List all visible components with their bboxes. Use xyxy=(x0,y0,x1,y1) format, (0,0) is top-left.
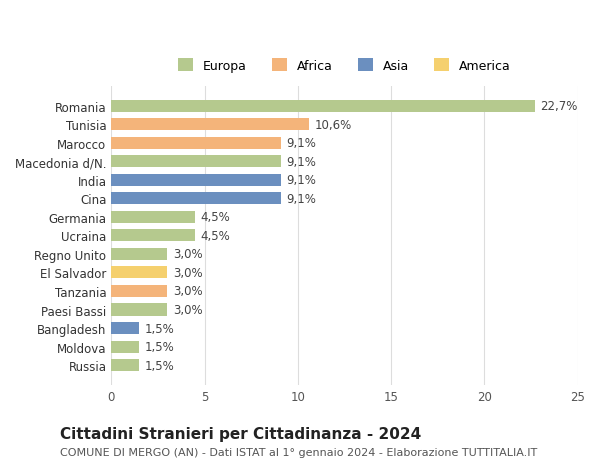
Text: 1,5%: 1,5% xyxy=(145,322,175,335)
Text: COMUNE DI MERGO (AN) - Dati ISTAT al 1° gennaio 2024 - Elaborazione TUTTITALIA.I: COMUNE DI MERGO (AN) - Dati ISTAT al 1° … xyxy=(60,447,537,457)
Bar xyxy=(112,193,281,205)
Text: 4,5%: 4,5% xyxy=(201,211,230,224)
Text: 3,0%: 3,0% xyxy=(173,285,203,298)
Bar xyxy=(112,174,281,186)
Bar xyxy=(112,156,281,168)
Text: 10,6%: 10,6% xyxy=(314,118,352,131)
Bar xyxy=(112,359,139,371)
Text: 9,1%: 9,1% xyxy=(287,174,317,187)
Bar xyxy=(112,322,139,334)
Text: Cittadini Stranieri per Cittadinanza - 2024: Cittadini Stranieri per Cittadinanza - 2… xyxy=(60,425,421,441)
Bar xyxy=(112,304,167,316)
Text: 3,0%: 3,0% xyxy=(173,303,203,316)
Bar xyxy=(112,101,535,112)
Text: 9,1%: 9,1% xyxy=(287,192,317,205)
Text: 4,5%: 4,5% xyxy=(201,230,230,242)
Text: 9,1%: 9,1% xyxy=(287,137,317,150)
Bar xyxy=(112,230,195,242)
Bar xyxy=(112,285,167,297)
Text: 3,0%: 3,0% xyxy=(173,266,203,280)
Bar xyxy=(112,248,167,260)
Bar xyxy=(112,267,167,279)
Text: 3,0%: 3,0% xyxy=(173,248,203,261)
Bar xyxy=(112,211,195,224)
Bar xyxy=(112,119,309,131)
Legend: Europa, Africa, Asia, America: Europa, Africa, Asia, America xyxy=(173,54,516,78)
Text: 1,5%: 1,5% xyxy=(145,341,175,353)
Bar xyxy=(112,341,139,353)
Text: 22,7%: 22,7% xyxy=(540,100,578,113)
Bar xyxy=(112,137,281,149)
Text: 1,5%: 1,5% xyxy=(145,359,175,372)
Text: 9,1%: 9,1% xyxy=(287,156,317,168)
